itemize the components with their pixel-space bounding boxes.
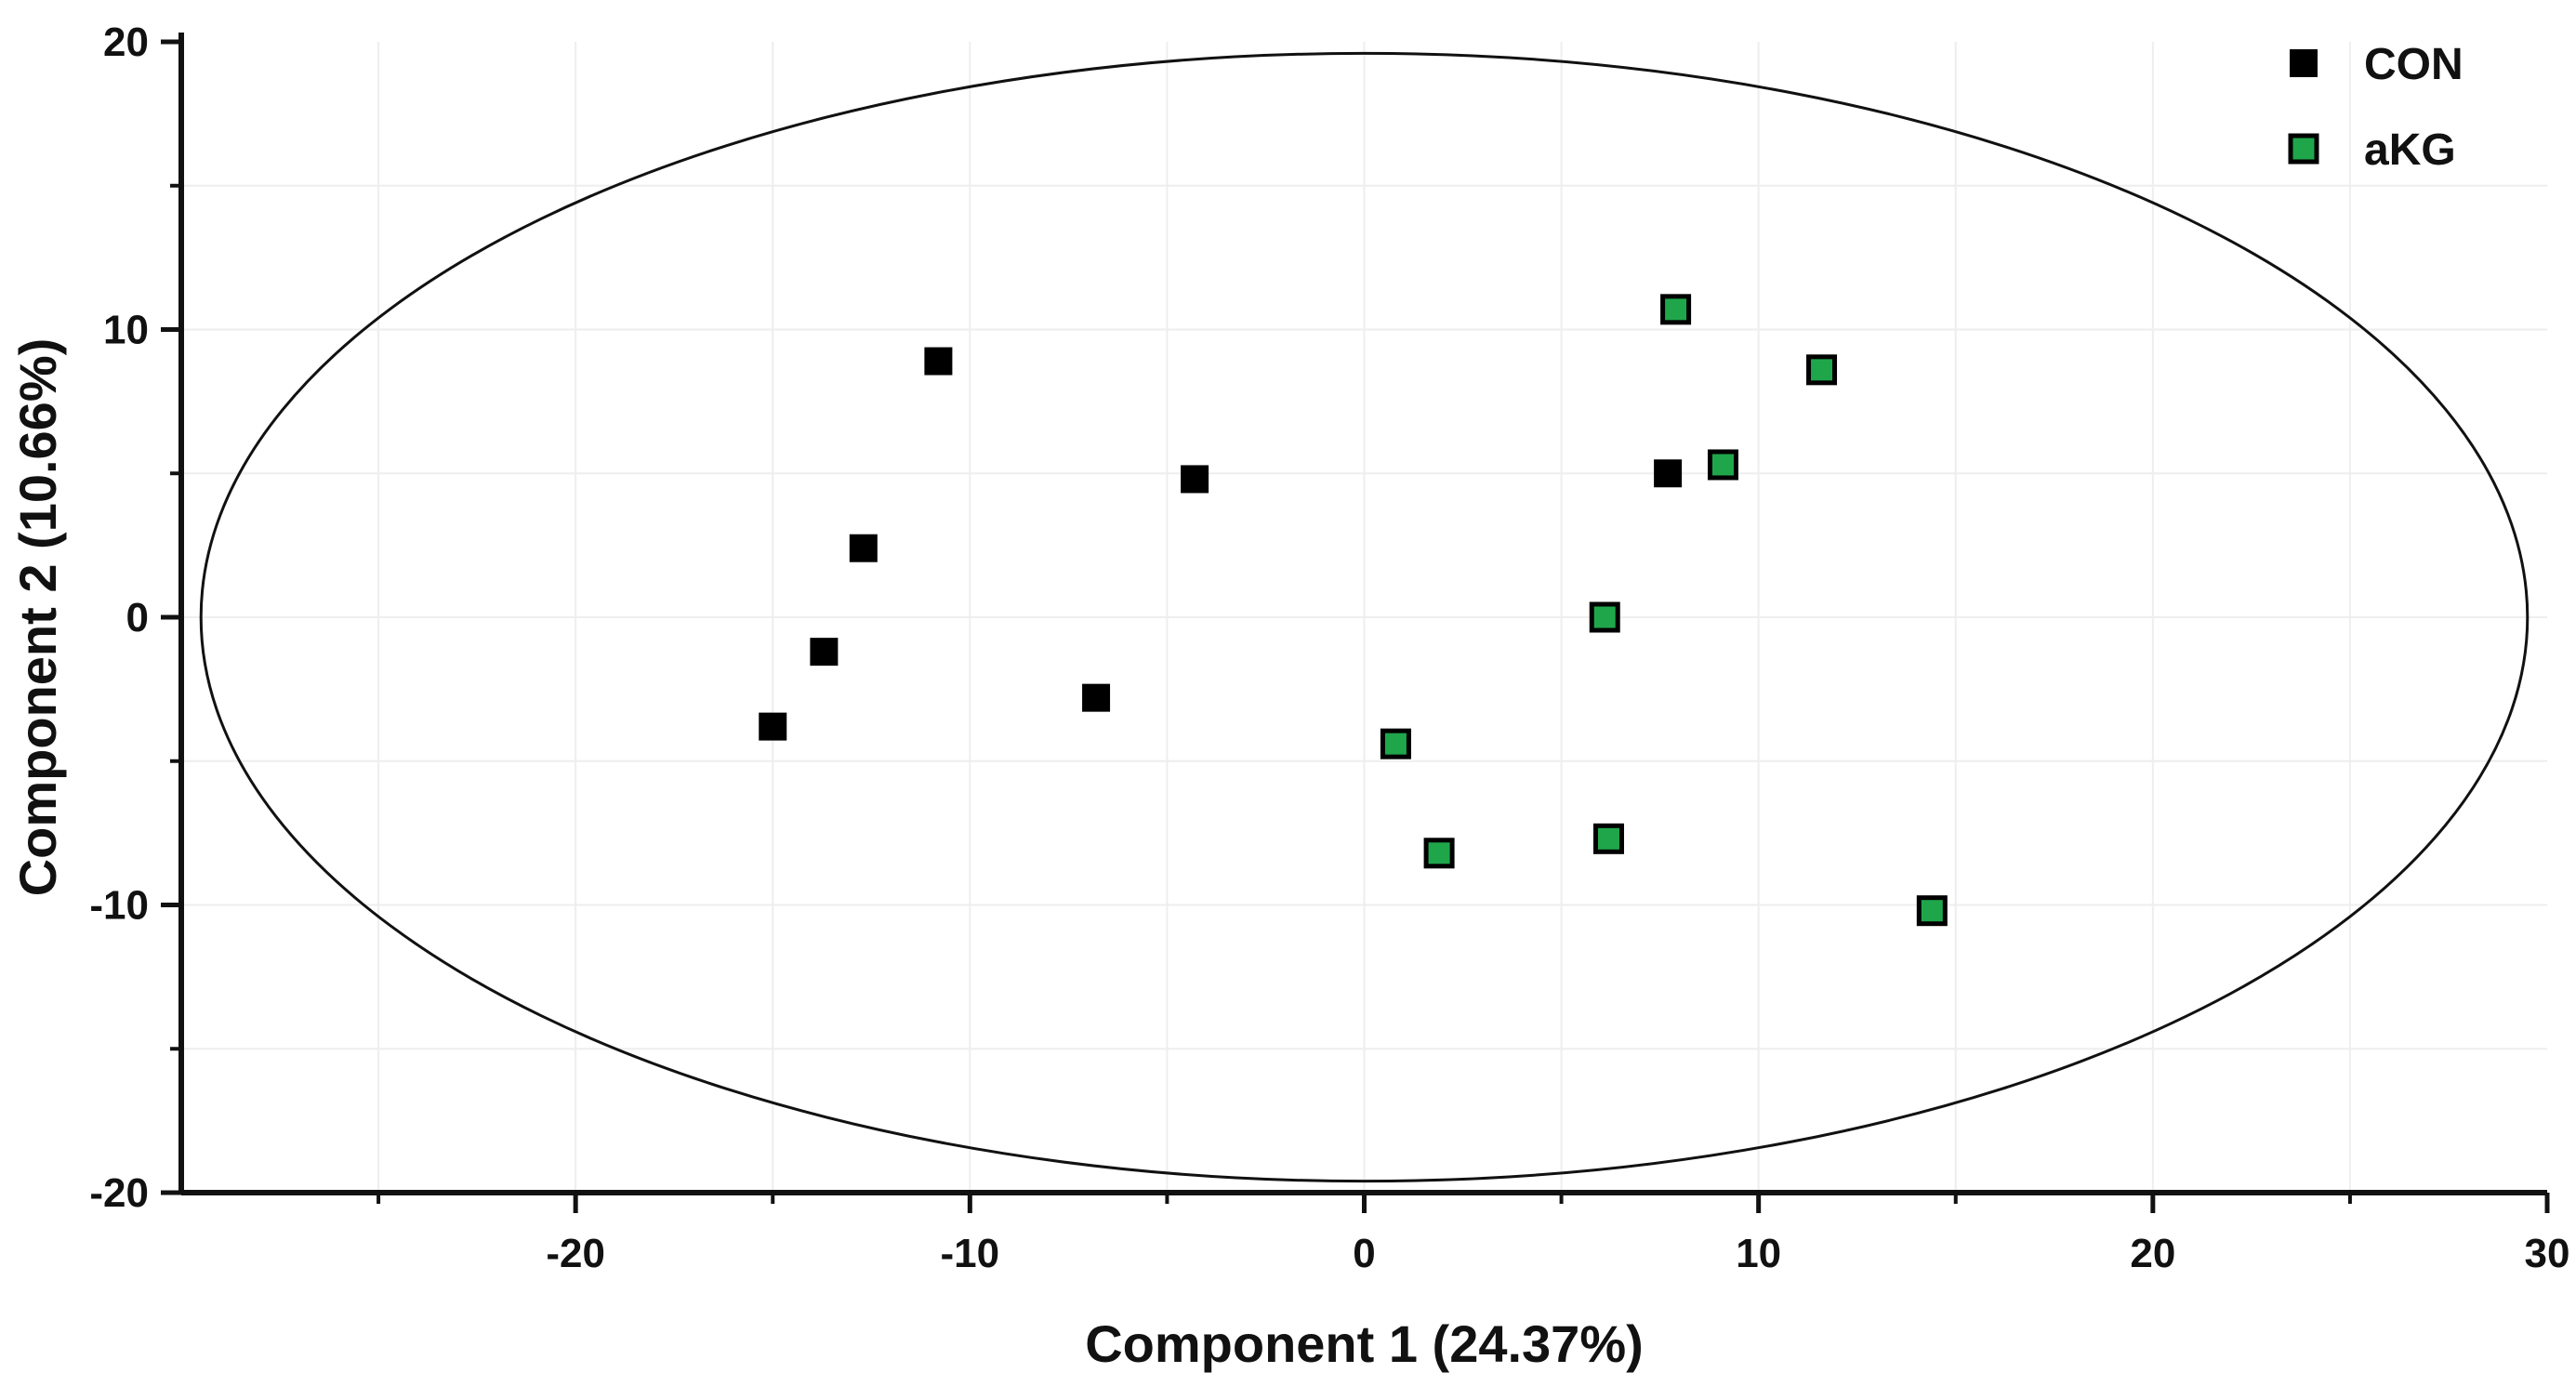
legend-marker-con — [2290, 49, 2318, 77]
x-tick-label: -20 — [546, 1231, 605, 1276]
point-akg — [1916, 895, 1948, 927]
y-tick-label: -10 — [89, 883, 149, 929]
y-tick-label: -20 — [89, 1170, 149, 1216]
legend-label-akg: aKG — [2364, 125, 2456, 175]
y-tick-label: 10 — [103, 308, 149, 353]
axes: -20 -10 0 10 20 30 -20 -10 0 10 20 — [89, 20, 2569, 1276]
point-con — [1082, 683, 1111, 712]
confidence-ellipse-layer — [199, 51, 2530, 1183]
point-con — [810, 638, 839, 667]
point-con — [1181, 465, 1209, 494]
point-akg — [1660, 294, 1692, 325]
data-points — [759, 294, 1948, 927]
x-tick-label: 30 — [2525, 1231, 2570, 1276]
point-akg — [1592, 823, 1624, 854]
point-con — [849, 534, 878, 562]
x-tick-label: 20 — [2130, 1231, 2175, 1276]
legend-marker-akg — [2288, 133, 2319, 165]
point-akg — [1806, 354, 1838, 386]
confidence-ellipse — [199, 51, 2530, 1183]
axis-labels: Component 1 (24.37%) Component 2 (10.66%… — [8, 338, 1644, 1373]
point-con — [1654, 459, 1683, 488]
point-akg — [1589, 601, 1620, 633]
gridlines — [181, 42, 2547, 1193]
point-akg — [1707, 449, 1738, 481]
x-axis-title: Component 1 (24.37%) — [1085, 1314, 1644, 1373]
point-con — [759, 712, 787, 741]
x-tick-label: -10 — [941, 1231, 1000, 1276]
y-tick-label: 20 — [103, 20, 149, 65]
y-tick-label: 0 — [126, 595, 149, 640]
x-tick-label: 10 — [1736, 1231, 1781, 1276]
x-tick-label: 0 — [1353, 1231, 1375, 1276]
legend: CON aKG — [2288, 40, 2464, 175]
y-axis-title: Component 2 (10.66%) — [8, 338, 67, 897]
legend-label-con: CON — [2364, 40, 2464, 89]
point-akg — [1380, 728, 1411, 759]
point-akg — [1423, 838, 1455, 869]
point-con — [924, 347, 953, 376]
